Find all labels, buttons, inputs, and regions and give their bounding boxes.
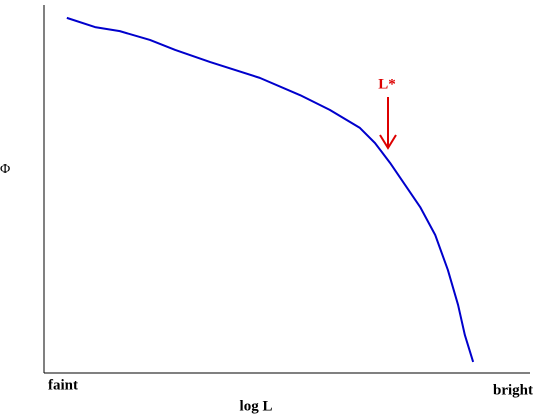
annotation: L* [378,76,396,92]
x-right-label: bright [493,382,533,398]
line-series [66,16,475,363]
y-axis-label: Φ [0,162,10,177]
x-axis-label: log L [240,398,273,414]
arrow-head [379,134,397,150]
annotation-arrow [379,97,397,150]
x-left-label: faint [48,377,78,393]
